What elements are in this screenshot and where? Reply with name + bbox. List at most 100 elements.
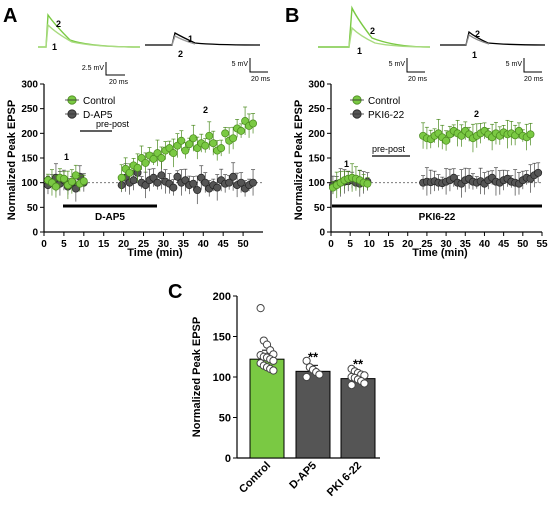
point-treatment	[225, 178, 234, 187]
point-control	[229, 134, 238, 143]
data-point-1	[302, 372, 311, 382]
point-control	[209, 139, 218, 148]
data-point-2	[347, 381, 356, 390]
y-tick-label: 150	[308, 154, 325, 165]
chart-a-xlabel: Time (min)	[127, 247, 183, 259]
point-control	[237, 126, 246, 135]
point-treatment	[193, 186, 202, 195]
scalebar-a-control-v: 2.5 mV	[82, 65, 105, 72]
x-tick-label: 10	[78, 239, 90, 250]
chart-b: 0 50 100 150 200 250 300 0 5 10 15 20 25 30 35 40 45 50 55…	[293, 80, 548, 260]
point-control	[141, 158, 150, 167]
data-point-2	[360, 379, 369, 388]
chart-a-period-1: 1	[64, 152, 69, 162]
x-tick-label: 30	[441, 239, 453, 250]
legend-a-control-label: Control	[83, 96, 115, 107]
x-tick-label: 40	[479, 239, 491, 250]
point-control	[249, 119, 257, 128]
trace-b-treat-1	[465, 33, 490, 46]
x-tick-label: 15	[383, 239, 395, 250]
panel-a-control-traces: 2 1 2.5 mV 20 ms	[38, 12, 141, 86]
bar-0	[249, 358, 285, 459]
chart-b-period-2: 2	[474, 109, 479, 119]
y-tick-label: 250	[308, 104, 325, 115]
scalebar-b-treat-t: 20 ms	[524, 76, 544, 83]
scalebar-b-treat	[523, 58, 542, 73]
chart-c-ylabel: Normalized Peak EPSP	[191, 317, 203, 437]
y-tick-label: 300	[21, 80, 38, 91]
y-tick-label: 0	[225, 453, 231, 465]
point-treatment	[157, 171, 166, 180]
chart-a-prepost-label: pre-post	[96, 119, 130, 129]
category-label-2: PKI 6-22	[325, 460, 364, 499]
x-tick-label: 50	[238, 239, 250, 250]
panel-b-letter: B	[285, 5, 299, 27]
point-control	[133, 163, 142, 172]
data-point-0	[256, 304, 265, 313]
point-control	[185, 140, 194, 149]
scalebar-b-control-v: 5 mV	[389, 61, 406, 68]
x-tick-label: 20	[118, 239, 130, 250]
scalebar-a-treat-v: 5 mV	[232, 61, 249, 68]
trace-b-control-label-2: 2	[370, 26, 375, 36]
point-control	[169, 149, 178, 158]
panel-a-treat-traces: 1 2 5 mV 20 ms	[145, 32, 271, 83]
data-point-0	[269, 356, 278, 365]
trace-a-control-label-2: 2	[56, 19, 61, 29]
category-label-0: Control	[237, 460, 273, 496]
y-tick-label: 50	[314, 203, 326, 214]
chart-a-ylabel: Normalized Peak EPSP	[6, 100, 18, 220]
y-tick-label: 150	[213, 332, 231, 344]
chart-b-drug-label: PKI6-22	[419, 212, 456, 223]
y-tick-label: 200	[308, 129, 325, 140]
x-tick-label: 50	[517, 239, 529, 250]
significance-1: **	[308, 349, 319, 364]
chart-b-xlabel: Time (min)	[412, 247, 468, 259]
trace-a-treat-label-1: 1	[188, 34, 193, 44]
data-point-1	[315, 370, 324, 379]
x-tick-label: 5	[347, 239, 353, 250]
chart-a-drug-label: D-AP5	[95, 212, 125, 223]
x-tick-label: 0	[328, 239, 334, 250]
scalebar-a-treat	[249, 58, 268, 73]
bar-1	[295, 370, 331, 459]
legend-b-treat-label: PKI6-22	[368, 110, 405, 121]
point-treatment	[249, 178, 257, 187]
y-tick-label: 0	[32, 228, 38, 239]
point-control	[221, 129, 230, 138]
x-tick-label: 0	[41, 239, 47, 250]
chart-a-period-2: 2	[203, 105, 208, 115]
chart-c-marks: Control ** D-AP5 ** PKI 6-22	[237, 304, 376, 499]
chart-a-legend: Control D-AP5	[65, 95, 115, 121]
point-control	[51, 182, 60, 191]
x-tick-label: 35	[178, 239, 190, 250]
point-control	[59, 174, 68, 183]
point-control	[67, 177, 76, 186]
y-tick-label: 100	[308, 178, 325, 189]
point-control	[526, 130, 535, 139]
point-control	[157, 154, 166, 162]
point-control	[125, 168, 134, 177]
significance-2: **	[353, 357, 364, 372]
point-control	[177, 136, 186, 145]
trace-a-treat-2	[171, 35, 196, 46]
chart-b-axes: 0 50 100 150 200 250 300 0 5 10 15 20 25 30 35 40 45 50 55	[308, 80, 548, 251]
x-tick-label: 30	[158, 239, 170, 250]
point-treatment	[213, 183, 222, 192]
point-control	[363, 179, 372, 188]
point-treatment	[153, 178, 162, 187]
point-control	[181, 146, 190, 155]
y-tick-label: 300	[308, 80, 325, 91]
point-control	[79, 177, 88, 186]
point-control	[149, 155, 158, 163]
trace-b-treat-label-1: 1	[472, 50, 477, 60]
point-treatment	[229, 172, 238, 181]
point-treatment	[534, 168, 543, 177]
legend-b-control-label: Control	[368, 96, 400, 107]
chart-b-legend: Control PKI6-22	[350, 95, 405, 121]
x-tick-label: 15	[98, 239, 110, 250]
y-tick-label: 50	[27, 203, 39, 214]
point-control	[205, 131, 214, 140]
chart-b-marks	[328, 118, 543, 199]
